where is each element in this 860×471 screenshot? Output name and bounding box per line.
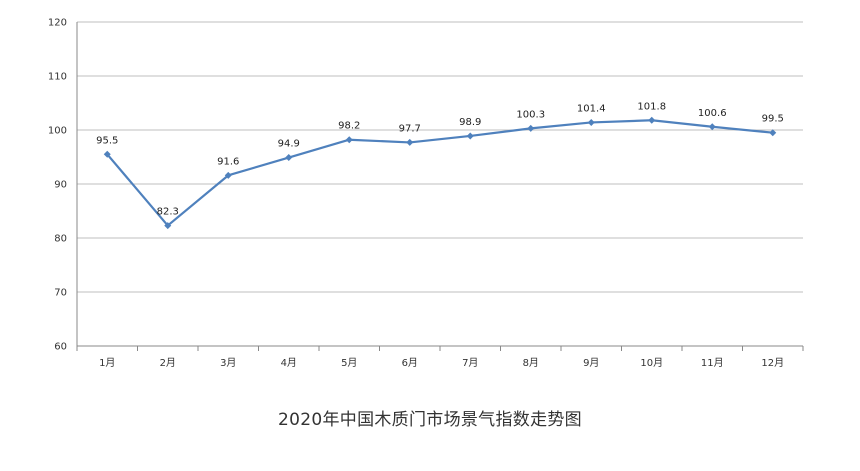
data-point bbox=[285, 154, 293, 162]
data-label: 101.4 bbox=[577, 103, 606, 114]
data-point bbox=[587, 118, 595, 126]
data-label: 100.6 bbox=[698, 108, 727, 119]
data-point bbox=[103, 150, 111, 158]
data-label: 94.9 bbox=[278, 139, 300, 150]
y-tick-label: 80 bbox=[54, 234, 67, 245]
data-point bbox=[769, 129, 777, 137]
x-tick-label: 12月 bbox=[761, 357, 784, 369]
series-line bbox=[103, 116, 777, 230]
data-point bbox=[527, 124, 535, 132]
data-label: 98.2 bbox=[338, 121, 360, 132]
data-label: 97.7 bbox=[399, 123, 421, 134]
data-point bbox=[466, 132, 474, 140]
data-label: 100.3 bbox=[516, 109, 545, 120]
x-tick-label: 10月 bbox=[640, 357, 663, 369]
x-tick-label: 2月 bbox=[160, 357, 176, 369]
x-tick-label: 11月 bbox=[701, 357, 724, 369]
data-point bbox=[406, 138, 414, 146]
data-point bbox=[708, 123, 716, 131]
y-tick-label: 70 bbox=[54, 288, 67, 299]
y-tick-label: 120 bbox=[48, 18, 67, 29]
x-tick-label: 7月 bbox=[462, 357, 478, 369]
gridlines bbox=[77, 21, 803, 347]
chart-title: 2020年中国木质门市场景气指数走势图 bbox=[278, 410, 582, 430]
data-label: 82.3 bbox=[157, 207, 179, 218]
x-tick-label: 6月 bbox=[402, 357, 418, 369]
data-label: 95.5 bbox=[96, 135, 118, 146]
x-tick-label: 9月 bbox=[583, 357, 599, 369]
axes: 60 70 80 90 100 110 120 1月 2月 3月 4月 5月 6月 7月 8月 9月 10月 11… bbox=[48, 18, 804, 369]
x-tick-label: 5月 bbox=[341, 357, 357, 369]
data-labels: 95.5 82.3 91.6 94.9 98.2 97.7 98.9 100.3 101.4 10… bbox=[96, 101, 784, 217]
y-tick-label: 110 bbox=[48, 72, 67, 83]
data-point bbox=[224, 171, 232, 179]
y-tick-label: 100 bbox=[48, 126, 67, 137]
y-tick-label: 60 bbox=[54, 342, 67, 353]
data-label: 101.8 bbox=[637, 101, 666, 112]
data-point bbox=[648, 116, 656, 124]
line-chart: 60 70 80 90 100 110 120 1月 2月 3月 4月 5月 6月 7月 8月 9月 10月 11… bbox=[48, 18, 804, 369]
series-polyline bbox=[106, 119, 773, 227]
data-label: 99.5 bbox=[762, 114, 784, 125]
x-tick-label: 3月 bbox=[220, 357, 236, 369]
data-point bbox=[164, 222, 172, 230]
y-tick-label: 90 bbox=[54, 180, 67, 191]
data-label: 91.6 bbox=[217, 156, 239, 167]
x-tick-label: 8月 bbox=[523, 357, 539, 369]
data-label: 98.9 bbox=[459, 117, 481, 128]
x-tick-label: 4月 bbox=[281, 357, 297, 369]
x-tick-label: 1月 bbox=[99, 357, 115, 369]
data-point bbox=[345, 136, 353, 144]
